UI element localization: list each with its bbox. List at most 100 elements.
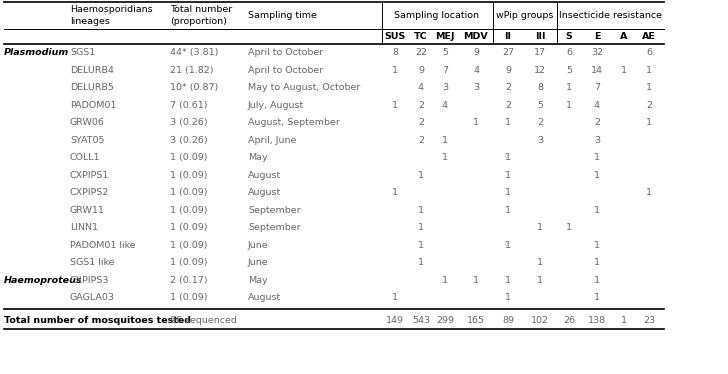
Text: CXPIPS2: CXPIPS2 <box>70 188 109 197</box>
Text: 1: 1 <box>537 276 543 285</box>
Text: 1: 1 <box>473 276 479 285</box>
Text: 1: 1 <box>594 171 600 180</box>
Text: 1 (0.09): 1 (0.09) <box>170 223 207 232</box>
Text: SGS1 like: SGS1 like <box>70 258 114 267</box>
Text: 1: 1 <box>392 66 398 75</box>
Text: May to August, October: May to August, October <box>248 83 360 92</box>
Text: GRW11: GRW11 <box>70 206 105 215</box>
Text: 96 sequenced: 96 sequenced <box>170 316 237 325</box>
Text: 1: 1 <box>566 223 572 232</box>
Text: 1: 1 <box>537 258 543 267</box>
Text: 1: 1 <box>505 276 511 285</box>
Text: 1: 1 <box>537 223 543 232</box>
Text: 1: 1 <box>646 188 652 197</box>
Text: 2: 2 <box>505 83 511 92</box>
Text: April, June: April, June <box>248 136 296 145</box>
Text: MEJ: MEJ <box>435 32 455 41</box>
Text: 5: 5 <box>442 48 448 57</box>
Text: 22: 22 <box>415 48 427 57</box>
Text: August, September: August, September <box>248 118 340 127</box>
Text: LINN1: LINN1 <box>70 223 98 232</box>
Text: 44* (3.81): 44* (3.81) <box>170 48 218 57</box>
Text: 1: 1 <box>505 293 511 302</box>
Text: III: III <box>535 32 545 41</box>
Text: 12: 12 <box>534 66 546 75</box>
Text: Total number of mosquitoes tested: Total number of mosquitoes tested <box>4 316 191 325</box>
Text: September: September <box>248 223 301 232</box>
Text: 9: 9 <box>505 66 511 75</box>
Text: DELURB5: DELURB5 <box>70 83 114 92</box>
Text: 21 (1.82): 21 (1.82) <box>170 66 213 75</box>
Text: 1: 1 <box>392 293 398 302</box>
Text: August: August <box>248 171 281 180</box>
Text: GRW06: GRW06 <box>70 118 105 127</box>
Text: 8: 8 <box>537 83 543 92</box>
Text: 9: 9 <box>418 66 424 75</box>
Text: 1: 1 <box>594 293 600 302</box>
Text: 2: 2 <box>418 101 424 110</box>
Text: Haemosporidians
lineages: Haemosporidians lineages <box>70 6 153 25</box>
Text: 9: 9 <box>473 48 479 57</box>
Text: 1: 1 <box>646 118 652 127</box>
Text: Plasmodium: Plasmodium <box>4 48 69 57</box>
Text: 102: 102 <box>531 316 549 325</box>
Text: 2: 2 <box>594 118 600 127</box>
Text: 165: 165 <box>467 316 485 325</box>
Text: August: August <box>248 293 281 302</box>
Text: CXPIPS1: CXPIPS1 <box>70 171 109 180</box>
Text: 1: 1 <box>418 171 424 180</box>
Text: SYAT05: SYAT05 <box>70 136 105 145</box>
Text: 2 (0.17): 2 (0.17) <box>170 276 207 285</box>
Text: 1: 1 <box>594 153 600 162</box>
Text: 4: 4 <box>473 66 479 75</box>
Text: August: August <box>248 188 281 197</box>
Text: September: September <box>248 206 301 215</box>
Text: 7: 7 <box>594 83 600 92</box>
Text: 3: 3 <box>537 136 543 145</box>
Text: wPip groups: wPip groups <box>496 11 553 20</box>
Text: 1: 1 <box>566 83 572 92</box>
Text: 3: 3 <box>594 136 600 145</box>
Text: 1: 1 <box>594 258 600 267</box>
Text: 1: 1 <box>505 153 511 162</box>
Text: 10* (0.87): 10* (0.87) <box>170 83 218 92</box>
Text: Total number
(proportion): Total number (proportion) <box>170 6 232 25</box>
Text: 1: 1 <box>418 241 424 250</box>
Text: 1: 1 <box>505 171 511 180</box>
Text: 1: 1 <box>621 66 627 75</box>
Text: 4: 4 <box>594 101 600 110</box>
Text: GAGLA03: GAGLA03 <box>70 293 115 302</box>
Text: 1: 1 <box>392 101 398 110</box>
Text: 1: 1 <box>566 101 572 110</box>
Text: 1: 1 <box>418 223 424 232</box>
Text: S: S <box>566 32 572 41</box>
Text: 1: 1 <box>505 206 511 215</box>
Text: 7 (0.61): 7 (0.61) <box>170 101 207 110</box>
Text: May: May <box>248 276 268 285</box>
Text: 1: 1 <box>418 206 424 215</box>
Text: SGS1: SGS1 <box>70 48 95 57</box>
Text: 2: 2 <box>646 101 652 110</box>
Text: 2: 2 <box>418 136 424 145</box>
Text: 7: 7 <box>442 66 448 75</box>
Text: PADOM01 like: PADOM01 like <box>70 241 135 250</box>
Text: SUS: SUS <box>384 32 405 41</box>
Text: 138: 138 <box>588 316 606 325</box>
Text: 2: 2 <box>537 118 543 127</box>
Text: 1: 1 <box>646 66 652 75</box>
Text: 4: 4 <box>442 101 448 110</box>
Text: 1: 1 <box>594 276 600 285</box>
Text: MDV: MDV <box>464 32 488 41</box>
Text: 1: 1 <box>442 136 448 145</box>
Text: II: II <box>505 32 512 41</box>
Text: 1: 1 <box>473 118 479 127</box>
Text: June: June <box>248 241 269 250</box>
Text: July, August: July, August <box>248 101 304 110</box>
Text: CXPIPS3: CXPIPS3 <box>70 276 109 285</box>
Text: Sampling location: Sampling location <box>395 11 480 20</box>
Text: 1: 1 <box>442 276 448 285</box>
Text: 1: 1 <box>392 188 398 197</box>
Text: 3 (0.26): 3 (0.26) <box>170 118 207 127</box>
Text: April to October: April to October <box>248 48 323 57</box>
Text: COLL1: COLL1 <box>70 153 100 162</box>
